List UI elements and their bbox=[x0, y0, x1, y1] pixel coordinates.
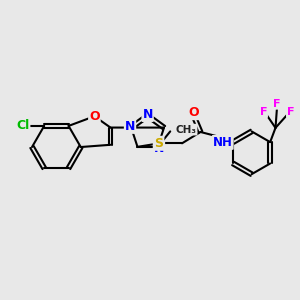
Text: S: S bbox=[154, 137, 164, 150]
Text: N: N bbox=[125, 120, 135, 133]
Text: N: N bbox=[142, 108, 153, 121]
Text: O: O bbox=[89, 110, 100, 123]
Text: F: F bbox=[260, 107, 267, 117]
Text: NH: NH bbox=[213, 136, 233, 149]
Text: CH₃: CH₃ bbox=[176, 124, 197, 135]
Text: O: O bbox=[189, 106, 199, 119]
Text: F: F bbox=[273, 99, 281, 109]
Text: N: N bbox=[154, 142, 164, 154]
Text: Cl: Cl bbox=[16, 119, 29, 132]
Text: F: F bbox=[287, 107, 294, 117]
